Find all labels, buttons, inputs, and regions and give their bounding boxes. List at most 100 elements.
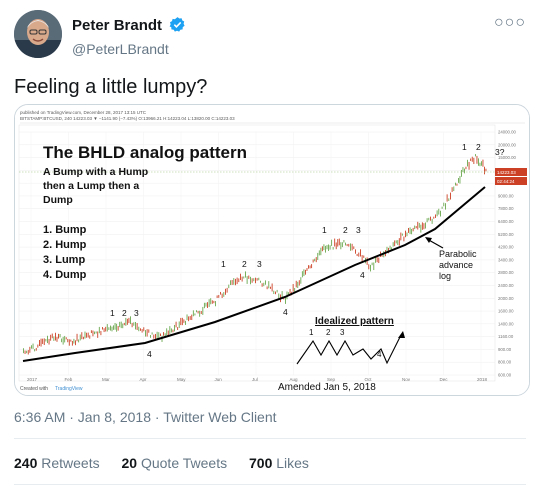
candle xyxy=(215,301,216,307)
retweets-stat[interactable]: 240 Retweets xyxy=(14,455,100,471)
x-tick-label: Oct xyxy=(365,377,373,382)
candle xyxy=(26,350,28,354)
x-tick-label: Dec xyxy=(440,377,449,382)
candle xyxy=(177,327,179,330)
candle xyxy=(110,325,111,331)
candle xyxy=(128,317,130,324)
candle xyxy=(230,280,231,286)
candle xyxy=(241,276,243,282)
candle xyxy=(47,335,48,344)
y-tick-label: 2400.00 xyxy=(498,283,514,288)
candle xyxy=(188,316,190,322)
y-tick-label: 3400.00 xyxy=(498,257,514,262)
candle xyxy=(235,278,236,286)
candle xyxy=(433,216,435,219)
candle xyxy=(62,336,64,345)
candle xyxy=(431,218,433,224)
candle xyxy=(130,316,131,325)
candle xyxy=(53,336,55,341)
divider xyxy=(14,438,526,439)
idealized-marks: 1 2 3 4 xyxy=(309,328,382,359)
candle xyxy=(418,222,420,228)
candle xyxy=(256,278,258,281)
candle xyxy=(131,322,133,328)
candle xyxy=(412,227,414,232)
likes-stat[interactable]: 700 Likes xyxy=(249,455,309,471)
candle xyxy=(376,255,378,263)
candle xyxy=(261,283,263,287)
count-mark: 3? xyxy=(495,147,505,157)
meta-separator: · xyxy=(154,409,160,425)
y-tick-label: 7800.00 xyxy=(498,206,514,211)
candle xyxy=(281,291,283,298)
candle xyxy=(200,311,202,315)
name-block: Peter Brandt @PeterLBrandt xyxy=(72,16,186,57)
candle xyxy=(411,228,413,235)
candle xyxy=(225,288,226,295)
quote-tweets-stat[interactable]: 20 Quote Tweets xyxy=(122,455,228,471)
candle xyxy=(248,275,250,279)
candle xyxy=(45,338,47,342)
candle xyxy=(245,271,246,278)
candle xyxy=(258,277,260,281)
candle xyxy=(76,333,78,342)
candle xyxy=(71,341,73,346)
candle xyxy=(78,339,80,343)
user-handle[interactable]: @PeterLBrandt xyxy=(72,41,169,57)
display-name[interactable]: Peter Brandt xyxy=(72,17,163,34)
candle xyxy=(459,176,461,184)
candle xyxy=(326,245,328,250)
candle xyxy=(113,325,114,330)
retweets-count: 240 xyxy=(14,455,38,471)
candle xyxy=(213,300,215,304)
y-tick-label: 15000.00 xyxy=(498,155,517,160)
candle xyxy=(32,343,34,349)
candle xyxy=(51,333,53,339)
candle xyxy=(23,348,24,354)
candle xyxy=(370,264,371,272)
candle xyxy=(461,169,462,177)
x-tick-label: Jul xyxy=(252,377,258,382)
tweet-client[interactable]: Twitter Web Client xyxy=(163,409,277,425)
candle xyxy=(266,286,268,290)
likes-label: Likes xyxy=(276,455,309,471)
candle xyxy=(455,182,456,186)
candle xyxy=(478,158,479,166)
candle xyxy=(403,236,405,242)
x-axis-ticks: 2017 Feb Mar Apr May Jun Jul Aug Sep Oct Nov Dec 201… xyxy=(27,377,488,382)
candle xyxy=(471,156,473,162)
candle xyxy=(155,333,156,339)
candle xyxy=(175,321,177,328)
count-mark: 1 xyxy=(462,142,467,152)
candle xyxy=(43,338,45,346)
candle xyxy=(340,242,342,250)
y-tick-label: 2000.00 xyxy=(498,296,514,301)
candle xyxy=(189,316,191,320)
price-candles xyxy=(23,154,487,355)
tweet-timestamp[interactable]: 6:36 AM · Jan 8, 2018 xyxy=(14,409,151,425)
candle xyxy=(314,258,316,262)
chart-header-line2: BITSTAMP:BTCUSD, 240 14223.03 ▼ −1141.90… xyxy=(20,116,235,121)
candle xyxy=(436,210,438,217)
candle xyxy=(321,246,323,252)
candle xyxy=(312,259,314,263)
tweet-media-chart[interactable]: published on TradingView.com, December 2… xyxy=(14,104,530,396)
candle xyxy=(97,331,99,338)
candle xyxy=(417,221,419,230)
candle xyxy=(406,232,408,237)
candle xyxy=(421,222,423,230)
candle xyxy=(315,257,317,263)
idealized-pattern-label: Idealized pattern xyxy=(315,316,394,327)
more-options-icon[interactable]: ○○○ xyxy=(494,14,526,31)
candle xyxy=(334,238,336,247)
x-tick-label: Mar xyxy=(102,377,110,382)
svg-text:2: 2 xyxy=(326,328,331,337)
candle xyxy=(351,243,353,251)
candle xyxy=(260,280,261,283)
candle xyxy=(268,281,270,289)
tweet-meta: 6:36 AM · Jan 8, 2018 · Twitter Web Clie… xyxy=(14,409,277,425)
candle xyxy=(92,330,94,337)
candle xyxy=(205,302,207,307)
candle xyxy=(172,329,174,333)
avatar[interactable] xyxy=(14,10,62,58)
